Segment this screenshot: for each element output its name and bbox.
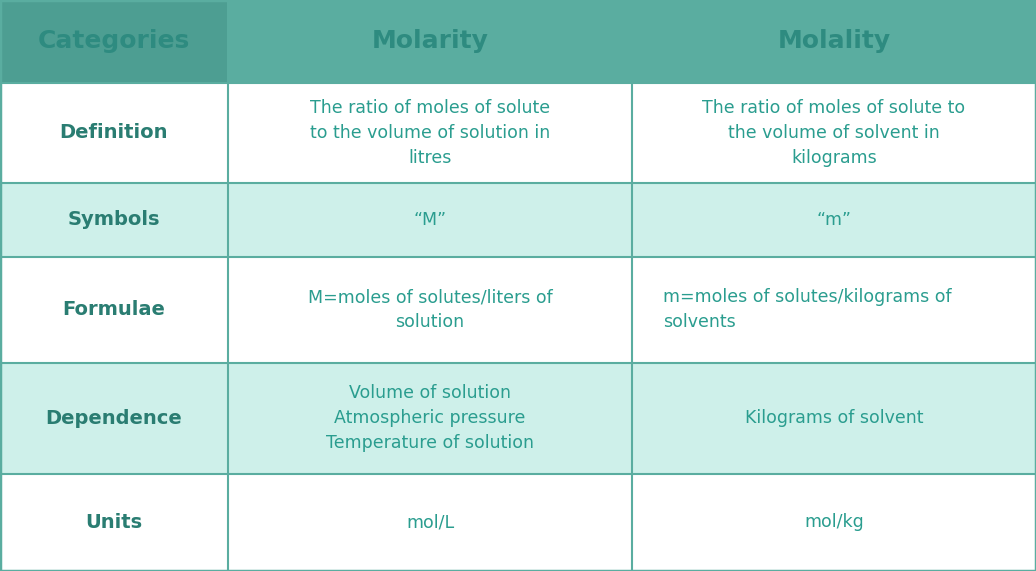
Text: Units: Units	[85, 513, 143, 532]
Bar	[228, 83, 632, 183]
Text: M=moles of solutes/liters of
solution: M=moles of solutes/liters of solution	[308, 288, 552, 331]
Bar	[0, 363, 228, 474]
Text: Symbols: Symbols	[67, 210, 161, 230]
Bar	[632, 474, 1036, 571]
Text: Molarity: Molarity	[372, 29, 488, 54]
Text: The ratio of moles of solute
to the volume of solution in
litres: The ratio of moles of solute to the volu…	[310, 99, 550, 167]
Text: The ratio of moles of solute to
the volume of solvent in
kilograms: The ratio of moles of solute to the volu…	[702, 99, 966, 167]
Bar	[632, 0, 1036, 83]
Text: Categories: Categories	[38, 29, 190, 54]
Bar	[632, 363, 1036, 474]
Bar	[632, 257, 1036, 363]
Text: m=moles of solutes/kilograms of
solvents: m=moles of solutes/kilograms of solvents	[663, 288, 952, 331]
Bar	[632, 183, 1036, 257]
Bar	[228, 363, 632, 474]
Bar	[228, 474, 632, 571]
Bar	[228, 257, 632, 363]
Text: Kilograms of solvent: Kilograms of solvent	[745, 409, 923, 427]
Text: “m”: “m”	[816, 211, 852, 229]
Bar	[228, 183, 632, 257]
Text: Definition: Definition	[60, 123, 168, 142]
Bar	[0, 83, 228, 183]
Text: Dependence: Dependence	[46, 409, 182, 428]
Bar	[0, 474, 228, 571]
Bar	[632, 83, 1036, 183]
Text: Volume of solution
Atmospheric pressure
Temperature of solution: Volume of solution Atmospheric pressure …	[326, 384, 534, 452]
Bar	[0, 257, 228, 363]
Bar	[0, 0, 228, 83]
Text: mol/L: mol/L	[406, 513, 454, 532]
Text: mol/kg: mol/kg	[804, 513, 864, 532]
Text: Formulae: Formulae	[62, 300, 166, 319]
Bar	[228, 0, 632, 83]
Bar	[0, 183, 228, 257]
Text: Molality: Molality	[777, 29, 891, 54]
Text: “M”: “M”	[413, 211, 447, 229]
